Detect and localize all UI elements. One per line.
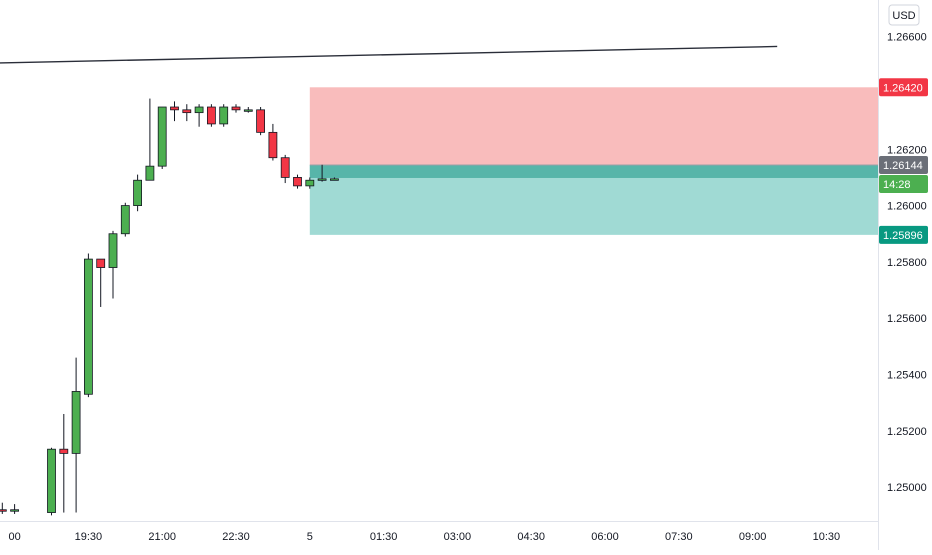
candle-body-up [157, 106, 167, 167]
candles-layer [0, 98, 339, 516]
time-tick-label: 19:30 [75, 531, 103, 543]
candle [84, 253, 93, 398]
time-ticks: 00 19:30 21:00 22:30 5 01:30 03:00 04:30 06:00 07… [8, 531, 840, 543]
take-profit-price-label: 1.25896 [883, 230, 923, 242]
currency-badge-box[interactable] [888, 4, 920, 26]
candle [170, 101, 179, 122]
candle [329, 177, 339, 181]
candle-body-up [84, 258, 93, 395]
candle-body-up [145, 165, 155, 181]
stop-loss-zone[interactable] [309, 87, 878, 166]
candle-body-down [293, 177, 302, 187]
currency-badge[interactable]: USD [888, 4, 920, 26]
candle-body-down [96, 258, 106, 268]
candle [59, 413, 69, 513]
price-tick-label: 1.25200 [887, 426, 927, 438]
time-tick-label: 10:30 [813, 531, 841, 543]
trendline[interactable] [0, 45, 778, 68]
candle [219, 104, 229, 127]
price-tick-label: 1.26000 [887, 201, 927, 213]
candle [71, 357, 81, 513]
candle [194, 104, 204, 127]
candle-body-down [59, 448, 69, 454]
candle-body-down [170, 106, 179, 111]
candle [145, 98, 155, 181]
candle [317, 164, 327, 182]
time-tick-label: 5 [307, 531, 313, 543]
candle-body-down [280, 157, 290, 178]
time-tick-label: 04:30 [517, 531, 545, 543]
stop-loss-price-label: 1.26420 [883, 82, 923, 94]
time-tick-label: 01:30 [370, 531, 398, 543]
candle [231, 104, 241, 113]
candle [10, 504, 19, 514]
price-tick-label: 1.26200 [887, 144, 927, 156]
time-tick-label: 07:30 [665, 531, 693, 543]
candle [96, 258, 106, 307]
candle [280, 154, 290, 184]
candle-body-up [133, 179, 143, 206]
candle [0, 502, 7, 514]
candle-body-down [206, 106, 216, 125]
candle [256, 107, 266, 136]
time-axis[interactable] [0, 521, 878, 550]
time-tick-label: 21:00 [148, 531, 176, 543]
price-ticks: 1.26600 1.26200 1.26000 1.25800 1.25600 1.254… [887, 32, 927, 495]
currency-label: USD [892, 10, 915, 22]
candle-body-down [0, 509, 7, 512]
price-tick-label: 1.25600 [887, 313, 927, 325]
candle-body-up [219, 106, 229, 125]
candle-body-up [120, 205, 130, 235]
price-tick-label: 1.25800 [887, 257, 927, 269]
candle-body-down [268, 131, 278, 159]
bar-countdown-label: 14:28 [883, 179, 911, 191]
candle-body-up [10, 509, 19, 512]
candle-body-up [47, 448, 56, 513]
stop-loss-price-label-box [879, 78, 928, 97]
time-tick-label: 09:00 [739, 531, 767, 543]
price-labels: 1.26420 1.26144 14:28 1.25896 [879, 78, 928, 244]
price-tick-label: 1.25000 [887, 482, 927, 494]
candle [206, 104, 216, 127]
entry-price-label: 1.26144 [883, 160, 923, 172]
entry-price-label-box [879, 156, 928, 175]
candle-body-up [305, 179, 315, 187]
price-tick-label: 1.25400 [887, 370, 927, 382]
candle-body-up [194, 106, 204, 114]
candle-body-up [243, 109, 253, 112]
candle [268, 123, 278, 161]
bar-countdown-label-box [879, 175, 928, 194]
trendline-layer[interactable] [0, 45, 778, 68]
open-profit-zone [309, 165, 878, 178]
candle [293, 174, 302, 189]
candle [157, 106, 167, 169]
candle [133, 174, 143, 212]
candle [47, 447, 56, 516]
time-tick-label: 06:00 [591, 531, 619, 543]
candle-body-up [329, 178, 339, 181]
position-zones [309, 87, 878, 235]
candle-body-down [231, 106, 241, 111]
candle-body-down [182, 109, 192, 114]
candle [243, 107, 253, 113]
candle-body-down [256, 109, 266, 133]
candle-body-up [317, 178, 327, 181]
take-profit-price-label-box [879, 225, 928, 244]
price-tick-label: 1.26600 [887, 32, 927, 44]
candle [120, 202, 130, 237]
candle-body-up [108, 233, 118, 268]
candle-body-up [71, 391, 81, 454]
candle [305, 177, 315, 189]
candle [182, 104, 192, 122]
time-tick-label: 00 [8, 531, 20, 543]
candle [108, 230, 118, 299]
time-tick-label: 22:30 [222, 531, 250, 543]
time-tick-label: 03:00 [444, 531, 472, 543]
